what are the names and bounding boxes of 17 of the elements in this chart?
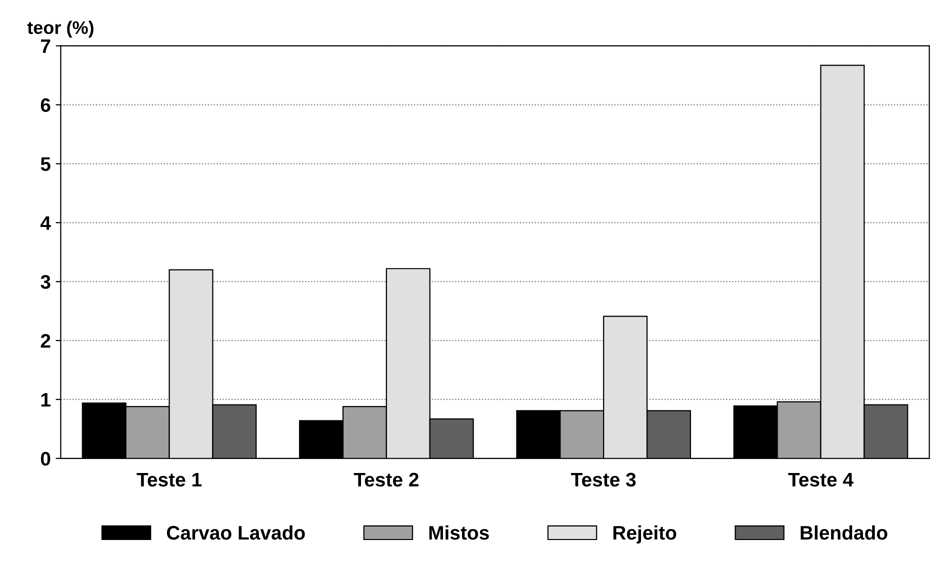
x-tick-label: Teste 1 — [136, 473, 202, 487]
y-axis-title: teor (%) — [27, 20, 94, 38]
y-tick-label: 5 — [40, 157, 50, 171]
x-tick-label: Teste 3 — [571, 472, 636, 487]
x-tick-label: Teste 2 — [354, 472, 418, 487]
y-tick-label: 7 — [41, 40, 50, 53]
y-tick-label: 0 — [40, 452, 50, 466]
y-tick-label: 4 — [40, 216, 51, 230]
y-tick-label: 3 — [40, 275, 50, 289]
y-tick-label: 2 — [40, 334, 50, 348]
y-tick-label: 1 — [41, 393, 50, 407]
legend-label: Rejeito — [613, 525, 676, 544]
legend-label: Mistos — [429, 525, 489, 540]
y-tick-label: 6 — [40, 98, 50, 112]
legend-label: Carvao Lavado — [166, 525, 305, 540]
x-tick-label: Teste 4 — [788, 473, 854, 487]
legend-label: Blendado — [800, 525, 888, 540]
